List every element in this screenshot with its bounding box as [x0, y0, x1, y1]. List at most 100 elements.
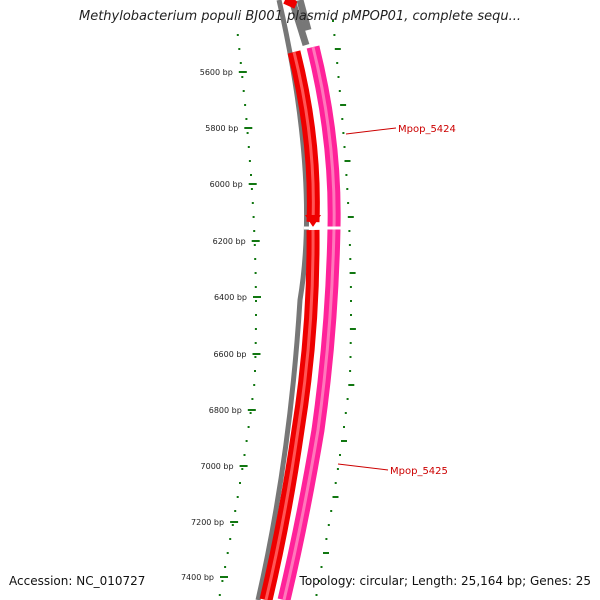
minor-tick	[254, 356, 257, 358]
gene-label-leader-1	[345, 127, 397, 135]
minor-tick	[255, 300, 257, 302]
minor-tick	[246, 132, 249, 134]
minor-tick	[254, 286, 257, 288]
outer-minor-tick	[348, 230, 351, 232]
minor-tick	[242, 90, 245, 92]
tick-label: 5800 bp	[205, 124, 238, 133]
outer-minor-tick	[346, 398, 349, 400]
outer-major-tick	[334, 48, 341, 50]
gene-label-mpop-5424[interactable]: Mpop_5424	[398, 124, 456, 135]
outer-minor-tick	[343, 146, 346, 148]
outer-major-tick	[341, 440, 347, 442]
minor-tick	[243, 454, 246, 456]
minor-tick	[238, 48, 241, 50]
major-tick	[253, 296, 261, 298]
major-tick	[238, 71, 247, 73]
outer-minor-tick	[330, 510, 333, 512]
outer-minor-tick	[342, 132, 345, 134]
minor-tick	[218, 594, 221, 596]
outer-tick-track	[315, 20, 356, 596]
minor-tick	[244, 104, 247, 106]
outer-minor-tick	[334, 482, 337, 484]
outer-minor-tick	[344, 412, 347, 414]
gene-partial-red-top	[283, 0, 298, 9]
outer-minor-tick	[327, 524, 330, 526]
minor-tick	[239, 62, 242, 64]
minor-tick	[221, 580, 224, 582]
minor-tick	[254, 272, 257, 274]
outer-minor-tick	[339, 454, 341, 456]
outer-minor-tick	[332, 20, 334, 22]
minor-tick	[245, 440, 248, 442]
tick-label: 6000 bp	[210, 180, 243, 189]
outer-minor-tick	[349, 342, 352, 344]
minor-tick	[254, 370, 256, 372]
outer-minor-tick	[336, 468, 339, 470]
minor-tick	[249, 412, 252, 414]
minor-tick	[251, 202, 254, 204]
minor-tick	[239, 482, 241, 484]
tick-label: 6400 bp	[214, 293, 247, 302]
minor-tick	[236, 34, 239, 36]
tick-label: 6600 bp	[213, 350, 246, 359]
minor-tick	[247, 146, 250, 148]
gene-forward-top-stub	[296, 0, 312, 31]
major-tick	[252, 353, 261, 355]
minor-tick	[245, 118, 248, 120]
outer-major-tick	[340, 104, 347, 106]
outer-minor-tick	[346, 188, 349, 190]
tick-label: 7400 bp	[181, 573, 214, 582]
outer-minor-tick	[336, 62, 339, 64]
outer-minor-tick	[343, 426, 345, 428]
minor-tick	[252, 216, 255, 218]
outer-minor-tick	[349, 286, 352, 288]
tick-track	[218, 34, 261, 596]
minor-tick	[226, 552, 229, 554]
major-tick	[230, 521, 239, 523]
outer-minor-tick	[318, 580, 320, 582]
outer-major-tick	[349, 272, 356, 274]
minor-tick	[253, 230, 256, 232]
outer-major-tick	[332, 496, 339, 498]
outer-major-tick	[323, 552, 329, 554]
outer-major-tick	[347, 216, 354, 218]
outer-minor-tick	[348, 244, 351, 246]
tick-label: 5600 bp	[200, 68, 233, 77]
outer-major-tick	[349, 328, 356, 330]
map-title: Methylobacterium populi BJ001 plasmid pM…	[79, 9, 521, 24]
minor-tick	[250, 188, 253, 190]
outer-minor-tick	[350, 314, 352, 316]
outer-minor-tick	[349, 370, 352, 372]
outer-minor-tick	[338, 90, 341, 92]
minor-tick	[253, 384, 256, 386]
minor-tick	[254, 328, 257, 330]
minor-tick	[224, 566, 227, 568]
tick-label: 7200 bp	[191, 518, 224, 527]
minor-tick	[241, 76, 244, 78]
gene-label-mpop-5425[interactable]: Mpop_5425	[390, 466, 448, 477]
outer-minor-tick	[349, 258, 352, 260]
major-tick	[248, 183, 257, 185]
minor-tick	[254, 258, 257, 260]
gene-reverse-upper-highlight	[292, 51, 315, 223]
gene-label-leader-2	[337, 463, 389, 471]
minor-tick	[231, 524, 234, 526]
outer-major-tick	[348, 384, 355, 386]
tick-labels: 5600 bp 5800 bp 6000 bp 6200 bp 6400 bp 6600 …	[181, 68, 247, 582]
outer-minor-tick	[345, 174, 348, 176]
minor-tick	[247, 426, 250, 428]
minor-tick	[253, 244, 256, 246]
outer-minor-tick	[333, 34, 336, 36]
minor-tick	[254, 342, 257, 344]
minor-tick	[229, 538, 232, 540]
gene-reverse-arrowhead	[305, 215, 321, 227]
tick-label: 6200 bp	[213, 237, 246, 246]
major-tick	[247, 409, 256, 411]
minor-tick	[234, 510, 237, 512]
summary-text: Topology: circular; Length: 25,164 bp; G…	[299, 574, 591, 588]
accession-text: Accession: NC_010727	[9, 574, 146, 588]
outer-minor-tick	[349, 356, 352, 358]
backbone-inner-arc	[255, 0, 310, 600]
major-tick	[251, 240, 260, 242]
